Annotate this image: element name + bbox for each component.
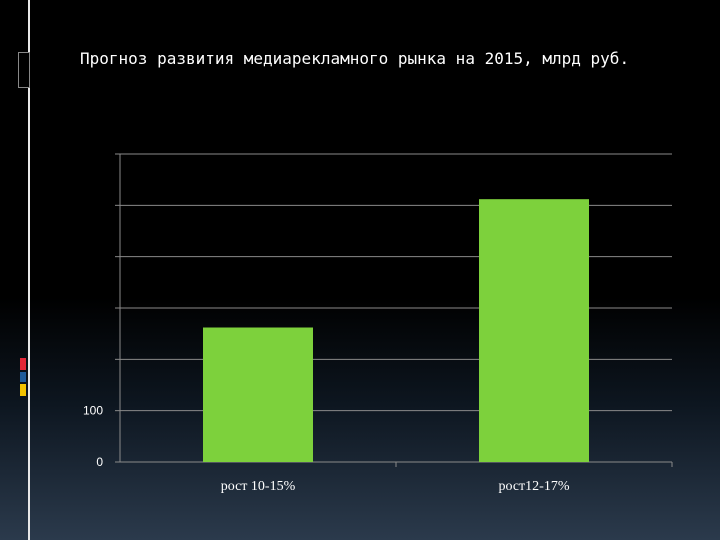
grid-layer	[120, 153, 672, 412]
x-category-label: рост 10-15%	[221, 479, 296, 494]
y-tick-label: 100	[83, 404, 103, 418]
red-accent-block	[20, 358, 26, 370]
left-rail-line	[28, 0, 30, 540]
yellow-accent-block	[20, 384, 26, 396]
bar-layer	[203, 199, 589, 462]
black-accent-block	[18, 52, 30, 88]
blue-accent-block	[20, 372, 26, 382]
x-category-label: рост12-17%	[498, 479, 569, 494]
label-layer: 0 100 рост 10-15% рост12-17%	[83, 404, 570, 494]
slide-title: Прогноз развития медиарекламного рынка н…	[80, 49, 630, 68]
bar	[203, 327, 313, 462]
bar	[479, 199, 589, 462]
y-tick-label: 0	[96, 455, 103, 469]
